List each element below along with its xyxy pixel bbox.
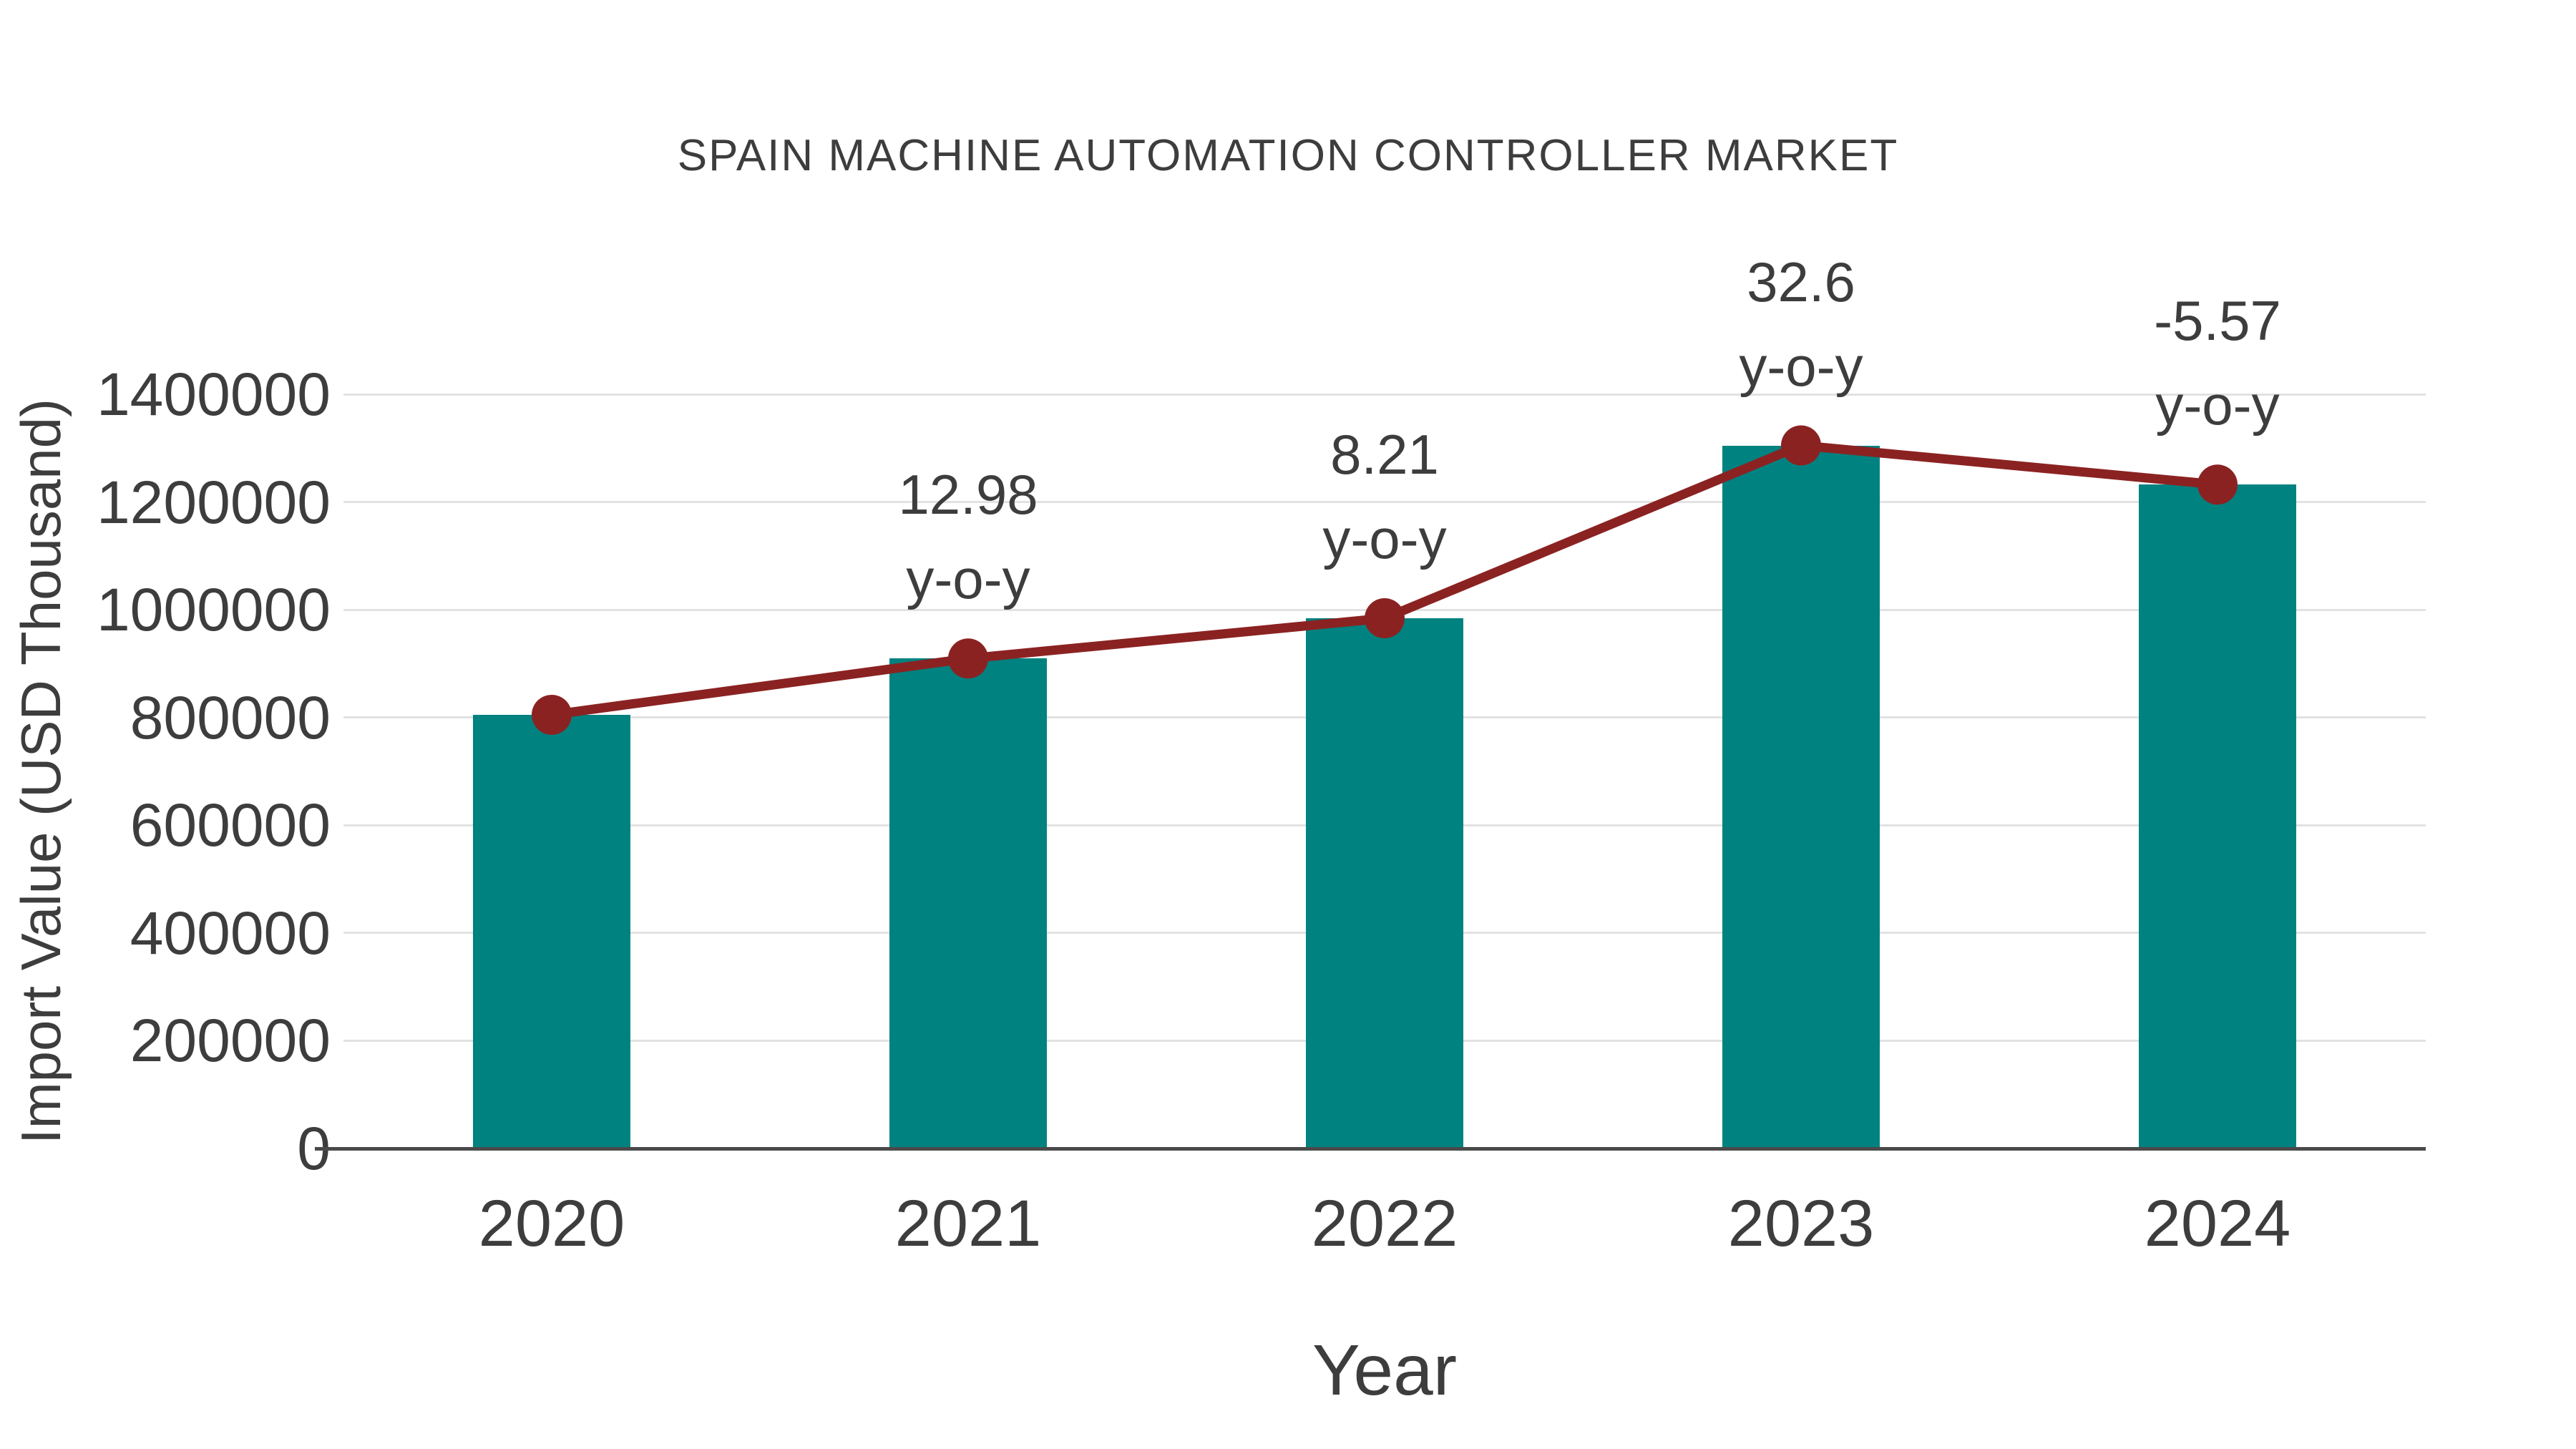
yoy-annotation-label: y-o-y <box>1739 334 1863 398</box>
line-marker-2022 <box>1365 598 1405 639</box>
y-tick-label: 400000 <box>130 899 331 967</box>
x-tick-label-2022: 2022 <box>1311 1187 1458 1260</box>
y-tick-label: 1000000 <box>96 576 331 644</box>
bar-2021 <box>889 658 1047 1148</box>
yoy-annotation-2023: 32.6 y-o-y <box>1586 240 2016 409</box>
x-tick-label-2020: 2020 <box>478 1187 625 1260</box>
x-axis-line <box>315 1147 2426 1151</box>
gridline-y-1200000 <box>343 501 2426 504</box>
line-marker-2020 <box>532 694 572 735</box>
yoy-annotation-value: 12.98 <box>898 463 1038 527</box>
y-tick-label: 600000 <box>130 791 331 859</box>
x-tick-label-2021: 2021 <box>894 1187 1042 1260</box>
y-tick-label: 200000 <box>130 1007 331 1075</box>
x-axis-title: Year <box>1312 1330 1458 1410</box>
bar-2024 <box>2139 484 2296 1148</box>
yoy-annotation-value: -5.57 <box>2154 289 2281 353</box>
yoy-annotation-label: y-o-y <box>906 547 1030 611</box>
line-marker-2023 <box>1781 425 1821 466</box>
yoy-annotation-2021: 12.98 y-o-y <box>753 452 1183 621</box>
bar-2023 <box>1722 445 1880 1148</box>
y-tick-label: 1400000 <box>96 361 331 428</box>
yoy-annotation-label: y-o-y <box>1322 507 1447 571</box>
line-marker-2024 <box>2197 464 2238 505</box>
line-marker-2021 <box>948 638 988 679</box>
yoy-annotation-label: y-o-y <box>2155 374 2280 437</box>
yoy-annotation-2022: 8.21 y-o-y <box>1170 412 1599 581</box>
bar-2022 <box>1306 618 1463 1148</box>
yoy-annotation-value: 8.21 <box>1330 423 1439 487</box>
y-tick-label: 1200000 <box>96 468 331 536</box>
y-tick-label: 800000 <box>130 683 331 751</box>
x-tick-label-2024: 2024 <box>2144 1187 2291 1260</box>
yoy-annotation-2024: -5.57 y-o-y <box>2003 278 2432 447</box>
gridline-y-1400000 <box>343 393 2426 396</box>
chart-title: SPAIN MACHINE AUTOMATION CONTROLLER MARK… <box>677 131 1899 180</box>
yoy-annotation-value: 32.6 <box>1747 250 1855 313</box>
bar-2020 <box>473 714 630 1148</box>
x-tick-label-2023: 2023 <box>1727 1187 1875 1260</box>
